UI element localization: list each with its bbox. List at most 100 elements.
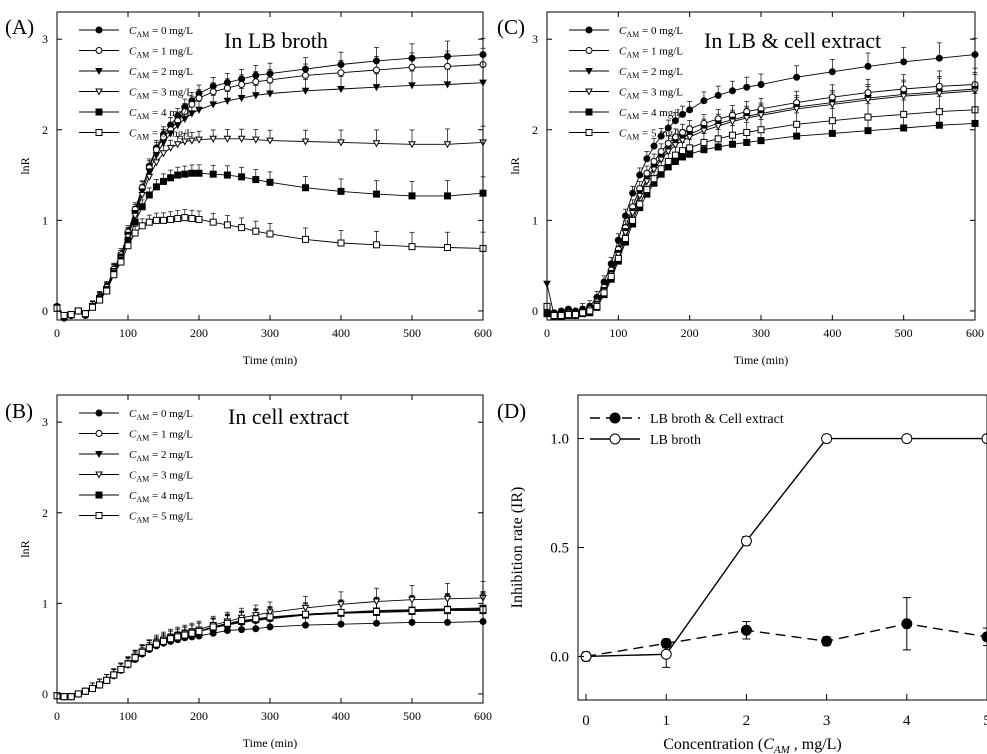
panel-letter: (B) [5, 399, 33, 423]
x-tick-label: 4 [903, 713, 911, 729]
x-axis-label-var: C [763, 736, 774, 753]
data-point-5 [337, 239, 345, 247]
data-point-5 [686, 144, 694, 152]
data-point-3 [372, 140, 381, 148]
legend-marker-4 [95, 108, 103, 116]
x-tick-label: 200 [190, 326, 208, 340]
data-point-1 [657, 148, 665, 156]
data-point-0 [302, 621, 309, 629]
data-point-5 [152, 216, 160, 224]
x-tick-label: 400 [332, 326, 350, 340]
legend-label: LB broth & Cell extract [650, 412, 784, 427]
data-point-3 [237, 135, 246, 143]
panel-a: (A) In LB broth 0 100 200 300 400 500 600 0 1 2 3 Tim… [5, 11, 492, 367]
y-tick-label: 0 [532, 304, 538, 318]
data-point-5 [74, 307, 82, 315]
x-axis-label-prefix: Concentration ( [663, 736, 763, 753]
y-tick-label: 0.0 [550, 649, 569, 665]
data-point-5 [160, 216, 167, 224]
data-point-3 [671, 142, 680, 150]
y-tick-label: 2 [42, 506, 48, 520]
data-point-4 [728, 140, 736, 148]
legend-label: CAM = 2 mg/L [619, 66, 683, 80]
legend-value: = 0 mg/L [149, 25, 193, 37]
data-point-0 [373, 619, 380, 627]
legend-marker-0 [585, 26, 593, 34]
data-point-1 [238, 80, 246, 88]
panel-letter: (A) [5, 15, 34, 39]
x-tick-label: 500 [895, 326, 913, 340]
data-point-4 [671, 157, 679, 165]
data-point-4 [864, 127, 872, 135]
data-point-1 [900, 85, 908, 93]
data-point-5 [657, 165, 665, 173]
x-axis-label: Time (min) [243, 353, 298, 367]
data-point-5 [572, 311, 580, 319]
data-point-2 [195, 106, 203, 114]
data-point-5 [238, 617, 246, 625]
data-point-4 [167, 174, 175, 182]
data-point-5 [743, 128, 751, 136]
data-point-4 [238, 173, 246, 181]
y-tick-label: 0 [42, 304, 48, 318]
data-point-0 [714, 91, 722, 99]
x-tick-label: 500 [403, 709, 421, 723]
legend-marker-0 [95, 26, 103, 34]
data-point-3 [621, 229, 630, 238]
y-axis-label: lnR [18, 540, 32, 557]
data-point-5 [671, 151, 679, 159]
data-point-0 [408, 54, 416, 62]
data-point-2 [145, 168, 154, 176]
x-tick-label: 300 [261, 709, 279, 723]
data-point-5 [643, 186, 651, 194]
data-point-1 [209, 88, 217, 96]
data-point-5 [223, 221, 231, 229]
data-point-0 [900, 58, 908, 66]
legend-marker-2 [95, 67, 103, 76]
data-point-5 [188, 215, 196, 223]
series-lb-broth [580, 433, 987, 668]
data-point-5 [757, 126, 765, 134]
data-point-0 [686, 106, 694, 114]
data-point-2 [251, 92, 260, 100]
data-point-4 [828, 129, 836, 137]
data-point-5 [110, 271, 118, 279]
legend-var: C [619, 128, 627, 140]
data-point-3 [792, 105, 801, 113]
legend-sub: AM [136, 516, 149, 525]
data-point-3 [166, 144, 175, 152]
data-point-3 [301, 604, 310, 612]
data-point-5 [564, 311, 572, 319]
data-point [981, 631, 987, 643]
legend-var: C [129, 449, 137, 461]
series-line-4 [546, 122, 976, 317]
data-point-4 [160, 177, 167, 185]
legend: LB broth & Cell extract LB broth [590, 412, 784, 448]
x-tick-label: 300 [261, 326, 279, 340]
data-point-3 [301, 138, 310, 146]
data-point-4 [793, 132, 801, 140]
data-point-1 [935, 82, 943, 90]
x-tick-label: 1 [662, 713, 670, 729]
data-point-2 [301, 87, 310, 95]
x-tick-label: 100 [119, 709, 137, 723]
data-point-5 [664, 157, 672, 165]
data-point-4 [138, 203, 146, 211]
data-point-0 [864, 62, 872, 70]
data-point-5 [444, 244, 451, 252]
data-point-3 [657, 156, 665, 164]
data-point-3 [152, 159, 161, 167]
x-tick-label: 0 [54, 326, 60, 340]
data-point-2 [152, 152, 161, 160]
legend-marker-3 [95, 88, 103, 96]
data-point-3 [337, 601, 345, 609]
data-point-4 [757, 137, 765, 145]
data-point-5 [188, 629, 196, 637]
data-point-5 [238, 224, 246, 232]
data-point [901, 618, 913, 630]
data-point-1 [181, 108, 189, 116]
legend-label: CAM = 0 mg/L [129, 25, 193, 39]
data-point-3 [173, 141, 182, 149]
legend-marker-2 [585, 67, 593, 76]
